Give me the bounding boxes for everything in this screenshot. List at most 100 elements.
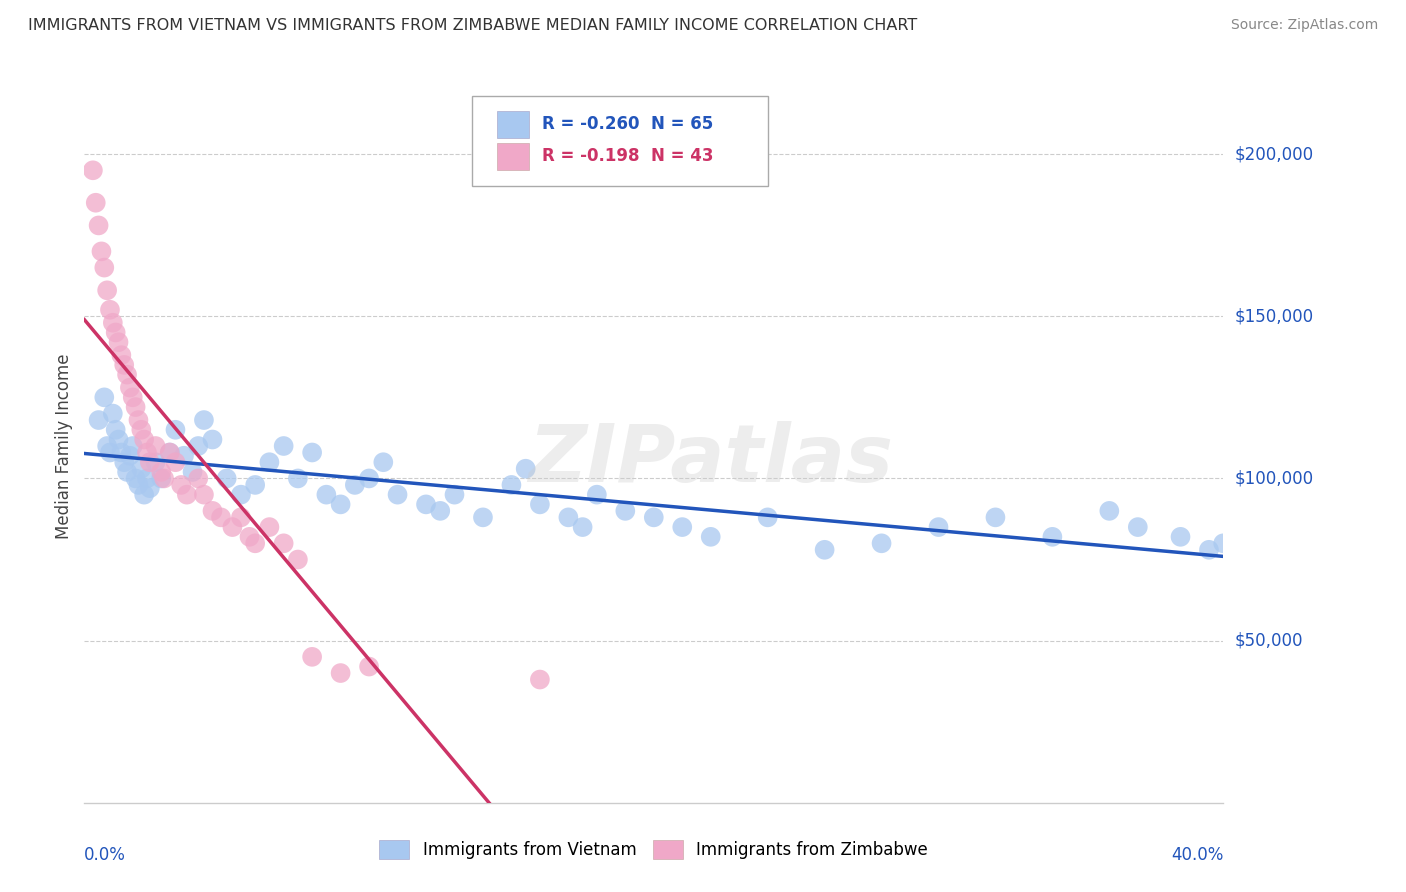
Point	[170, 478, 193, 492]
Point	[98, 302, 121, 317]
Point	[273, 536, 295, 550]
Point	[1042, 530, 1064, 544]
Point	[814, 542, 837, 557]
Point	[984, 510, 1007, 524]
Point	[82, 163, 104, 178]
Point	[287, 552, 309, 566]
Point	[443, 488, 465, 502]
Point	[571, 520, 593, 534]
Point	[201, 433, 224, 447]
Point	[193, 413, 215, 427]
Point	[107, 433, 129, 447]
Point	[187, 471, 209, 485]
Point	[150, 465, 173, 479]
Point	[96, 283, 118, 297]
Point	[643, 510, 665, 524]
Point	[93, 390, 115, 404]
Point	[387, 488, 409, 502]
Point	[110, 348, 132, 362]
Point	[159, 445, 181, 459]
Point	[273, 439, 295, 453]
Point	[150, 471, 173, 485]
Point	[112, 455, 135, 469]
Legend: Immigrants from Vietnam, Immigrants from Zimbabwe: Immigrants from Vietnam, Immigrants from…	[373, 833, 935, 866]
Point	[139, 481, 162, 495]
Point	[87, 413, 110, 427]
Point	[557, 510, 579, 524]
Point	[614, 504, 637, 518]
Point	[145, 455, 167, 469]
Text: $100,000: $100,000	[1234, 469, 1313, 487]
Point	[165, 455, 187, 469]
Point	[756, 510, 779, 524]
Point	[93, 260, 115, 275]
Point	[118, 381, 141, 395]
Point	[343, 478, 366, 492]
Point	[104, 326, 127, 340]
Point	[124, 471, 146, 485]
Point	[415, 497, 437, 511]
Point	[1126, 520, 1149, 534]
Point	[359, 471, 381, 485]
Point	[87, 219, 110, 233]
Point	[1212, 536, 1234, 550]
Point	[259, 455, 281, 469]
Point	[136, 445, 159, 459]
Point	[1098, 504, 1121, 518]
Point	[245, 478, 267, 492]
Point	[118, 449, 141, 463]
Point	[359, 659, 381, 673]
Point	[104, 423, 127, 437]
Point	[176, 488, 198, 502]
Point	[98, 445, 121, 459]
Point	[329, 666, 352, 681]
Text: 0.0%: 0.0%	[84, 846, 127, 863]
Point	[700, 530, 723, 544]
Point	[96, 439, 118, 453]
Point	[1170, 530, 1192, 544]
Point	[173, 449, 195, 463]
Text: $150,000: $150,000	[1234, 307, 1313, 326]
Point	[84, 195, 107, 210]
Point	[373, 455, 395, 469]
Point	[287, 471, 309, 485]
Point	[215, 471, 238, 485]
Point	[1198, 542, 1220, 557]
Point	[315, 488, 337, 502]
Point	[159, 445, 181, 459]
Point	[301, 445, 323, 459]
Point	[472, 510, 495, 524]
Point	[229, 510, 252, 524]
Point	[136, 471, 159, 485]
Point	[201, 504, 224, 518]
Point	[301, 649, 323, 664]
Point	[238, 530, 260, 544]
Text: $50,000: $50,000	[1234, 632, 1303, 649]
Point	[671, 520, 693, 534]
Point	[127, 413, 149, 427]
Point	[928, 520, 950, 534]
Point	[515, 461, 537, 475]
Point	[115, 368, 138, 382]
Point	[329, 497, 352, 511]
Point	[131, 461, 153, 475]
Point	[165, 423, 187, 437]
Y-axis label: Median Family Income: Median Family Income	[55, 353, 73, 539]
Point	[90, 244, 112, 259]
Point	[501, 478, 523, 492]
Point	[115, 465, 138, 479]
Point	[134, 433, 156, 447]
Point	[139, 455, 162, 469]
FancyBboxPatch shape	[496, 143, 529, 169]
Point	[112, 358, 135, 372]
Point	[107, 335, 129, 350]
Point	[529, 673, 551, 687]
Point	[245, 536, 267, 550]
Point	[221, 520, 243, 534]
Point	[870, 536, 893, 550]
Text: $200,000: $200,000	[1234, 145, 1313, 163]
Point	[529, 497, 551, 511]
Point	[586, 488, 609, 502]
Text: R = -0.198  N = 43: R = -0.198 N = 43	[543, 147, 714, 165]
Point	[429, 504, 451, 518]
